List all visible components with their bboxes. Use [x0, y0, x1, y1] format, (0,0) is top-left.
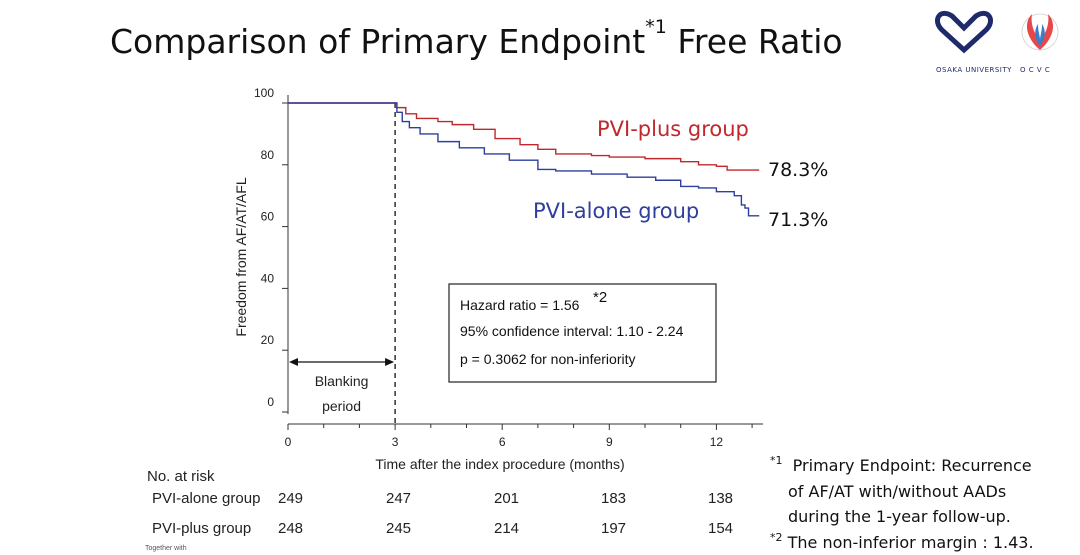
- y-tick-label: 40: [261, 271, 275, 285]
- x-tick-label: 9: [606, 435, 613, 449]
- footnote-1: *1 Primary Endpoint: Recurrence: [770, 454, 1032, 475]
- risk-header: No. at risk: [147, 468, 215, 485]
- footnote-1-line2: of AF/AT with/without AADs: [788, 482, 1007, 501]
- risk-cell: 247: [386, 490, 412, 507]
- risk-row-label: PVI-alone group: [152, 490, 261, 507]
- risk-cell: 138: [708, 490, 734, 507]
- blanking-label-line2: period: [322, 398, 361, 414]
- page-title: Comparison of Primary Endpoint*1 Free Ra…: [110, 16, 843, 61]
- x-tick-label: 3: [392, 435, 399, 449]
- risk-cell: 183: [601, 490, 627, 507]
- y-tick-label: 0: [267, 395, 274, 409]
- logos: OSAKA UNIVERSITY O C V C: [930, 6, 1075, 76]
- risk-cell: 197: [601, 520, 627, 537]
- y-tick-label: 60: [261, 210, 275, 224]
- blanking-arrow-head-left: [289, 358, 298, 366]
- blanking-label-line1: Blanking: [315, 373, 369, 389]
- ocvc-logo: [1021, 13, 1059, 51]
- confidence-interval-text: 95% confidence interval: 1.10 - 2.24: [460, 323, 684, 339]
- risk-cell: 245: [386, 520, 412, 537]
- final-value-pvi-plus: 78.3%: [768, 159, 828, 181]
- risk-cell: 214: [494, 520, 520, 537]
- x-axis-label: Time after the index procedure (months): [375, 456, 624, 472]
- risk-row-label: PVI-plus group: [152, 520, 252, 537]
- osaka-university-label: OSAKA UNIVERSITY: [936, 66, 1012, 74]
- risk-cell: 249: [278, 490, 304, 507]
- hazard-ratio-sup: *2: [593, 289, 607, 306]
- x-tick-label: 0: [285, 435, 292, 449]
- pvi-alone-line: [288, 102, 760, 217]
- pvi-plus-line: [288, 102, 760, 171]
- y-tick-label: 100: [254, 86, 274, 100]
- hazard-ratio-text: Hazard ratio = 1.56: [460, 297, 580, 313]
- osaka-university-logo: [935, 10, 993, 54]
- footnote-2: *2 The non-inferior margin : 1.43.: [770, 531, 1034, 552]
- together-with-text: Together with: [145, 545, 187, 552]
- series-label-pvi-alone: PVI-alone group: [533, 199, 699, 223]
- final-value-pvi-alone: 71.3%: [768, 209, 828, 231]
- risk-cell: 248: [278, 520, 304, 537]
- risk-cell: 201: [494, 490, 520, 507]
- x-tick-label: 12: [710, 435, 724, 449]
- y-tick-label: 80: [261, 148, 275, 162]
- x-tick-label: 6: [499, 435, 506, 449]
- risk-cell: 154: [708, 520, 734, 537]
- series-label-pvi-plus: PVI-plus group: [597, 117, 749, 141]
- p-value-text: p = 0.3062 for non-inferiority: [460, 351, 636, 367]
- hazard-box: [448, 283, 717, 383]
- y-axis-label: Freedom from AF/AT/AFL: [233, 177, 249, 336]
- footnote-1-line3: during the 1-year follow-up.: [788, 507, 1011, 526]
- y-tick-label: 20: [261, 333, 275, 347]
- blanking-arrow-head-right: [385, 358, 395, 366]
- ocvc-label: O C V C: [1020, 66, 1051, 74]
